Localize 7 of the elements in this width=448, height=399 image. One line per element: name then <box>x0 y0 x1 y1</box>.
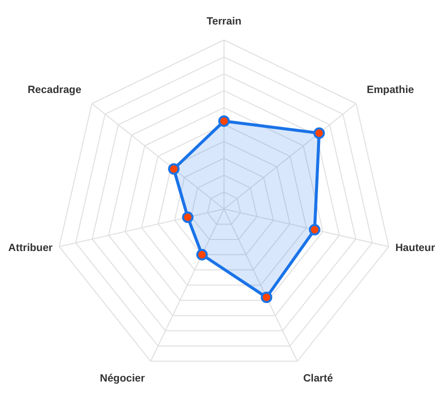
spoke-label: Empathie <box>366 84 414 96</box>
spoke-label: Clarté <box>303 372 334 384</box>
spoke-label: Recadrage <box>28 84 82 96</box>
spoke-label: Hauteur <box>395 242 436 254</box>
spoke-label: Terrain <box>206 15 242 28</box>
spoke-label: Négocier <box>100 372 145 384</box>
spoke-label: Attribuer <box>8 242 53 254</box>
